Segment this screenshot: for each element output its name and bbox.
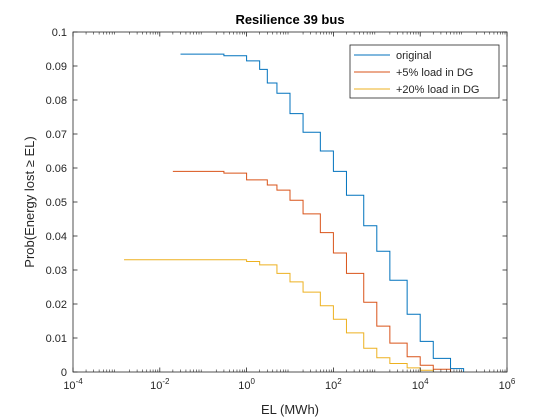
series-line-0: [180, 53, 465, 372]
x-tick-label-0: 10-4: [63, 377, 83, 392]
axes-layer: 10-4 10-2 100 102 104 106 0 0.01 0.02 0.03 0.04 0.0…: [46, 27, 516, 392]
y-tick-label-6: 0.06: [46, 163, 67, 175]
y-tick-label-1: 0.01: [46, 333, 67, 345]
series-line-2: [124, 259, 434, 372]
y-tick-label-0: 0: [61, 367, 67, 379]
x-tick-label-1: 10-2: [150, 377, 170, 392]
legend-label-2: +20% load in DG: [396, 84, 479, 96]
legend-label-1: +5% load in DG: [396, 67, 473, 79]
y-tick-label-2: 0.02: [46, 299, 67, 311]
legend: original +5% load in DG +20% load in DG: [349, 44, 500, 99]
series-line-1: [172, 170, 452, 372]
y-tick-label-10: 0.1: [52, 27, 67, 39]
y-tick-label-5: 0.05: [46, 197, 67, 209]
y-tick-label-9: 0.09: [46, 61, 67, 73]
legend-label-0: original: [396, 50, 431, 62]
y-tick-label-4: 0.04: [46, 231, 67, 243]
y-axis-label: Prob(Energy lost ≥ EL): [22, 136, 37, 267]
x-tick-label-2: 100: [238, 377, 255, 392]
y-tick-label-7: 0.07: [46, 129, 67, 141]
y-tick-label-3: 0.03: [46, 265, 67, 277]
series-layer: [124, 53, 465, 372]
y-tick-label-8: 0.08: [46, 95, 67, 107]
x-axis-label: EL (MWh): [261, 402, 319, 417]
x-tick-label-4: 104: [412, 377, 429, 392]
chart-title: Resilience 39 bus: [235, 12, 344, 27]
x-tick-label-3: 102: [325, 377, 342, 392]
x-tick-label-5: 106: [499, 377, 516, 392]
